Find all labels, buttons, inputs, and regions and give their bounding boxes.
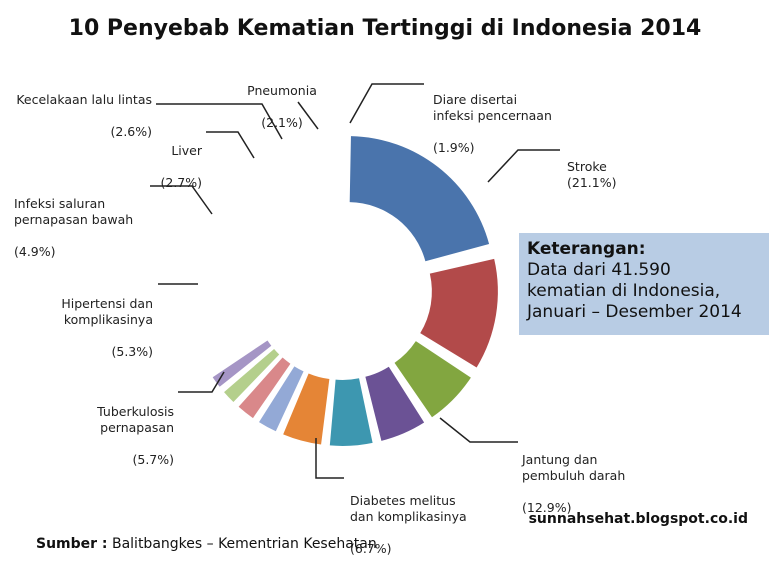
label-hipertensi-name: Hipertensi dan komplikasinya <box>61 296 153 327</box>
leader-line-liver <box>206 131 255 159</box>
label-diare-name: Diare disertai infeksi pencernaan <box>433 92 552 123</box>
label-diare-value: (1.9%) <box>433 140 475 155</box>
leader-line-pneumonia <box>297 101 319 130</box>
label-diabetes-name: Diabetes melitus dan komplikasinya <box>350 493 467 524</box>
slice-kecelakaan <box>238 357 291 419</box>
label-infeksi-name: Infeksi saluran pernapasan bawah <box>14 196 134 227</box>
label-kecelakaan: Kecelakaan lalu lintas (2.6%) <box>6 76 152 156</box>
slice-jantung <box>420 258 498 368</box>
leader-line-kecelakaan <box>156 103 283 140</box>
label-kecelakaan-value: (2.6%) <box>110 124 152 139</box>
label-pneumonia-value: (2.1%) <box>261 115 303 130</box>
info-box: Keterangan: Data dari 41.590 kematian di… <box>519 233 769 335</box>
label-stroke-name: Stroke <box>567 159 607 174</box>
leader-line-diabetes <box>315 438 344 479</box>
label-kecelakaan-name: Kecelakaan lalu lintas <box>16 92 152 107</box>
slice-pneumonia <box>224 349 280 402</box>
slice-hipertensi <box>329 378 373 446</box>
label-infeksi: Infeksi saluran pernapasan bawah (4.9%) <box>14 180 133 276</box>
label-diabetes-value: (6.7%) <box>350 541 392 556</box>
label-hipertensi: Hipertensi dan komplikasinya (5.3%) <box>36 280 153 376</box>
info-box-heading: Keterangan: <box>527 239 646 259</box>
slice-diabetes <box>394 341 471 418</box>
slice-infeksi <box>283 373 330 445</box>
label-jantung: Jantung dan pembuluh darah (12.9%) <box>522 436 625 532</box>
chart-title: 10 Penyebab Kematian Tertinggi di Indone… <box>68 16 702 41</box>
label-infeksi-value: (4.9%) <box>14 244 56 259</box>
label-tuberkulosis-value: (5.7%) <box>132 452 174 467</box>
label-stroke: Stroke (21.1%) <box>567 143 616 207</box>
leader-line-infeksi <box>150 185 213 215</box>
source-label: Sumber : <box>36 536 108 552</box>
label-jantung-name: Jantung dan pembuluh darah <box>522 452 626 483</box>
slice-liver <box>259 366 304 432</box>
label-tuberkulosis: Tuberkulosis pernapasan (5.7%) <box>54 388 174 484</box>
label-pneumonia-name: Pneumonia <box>247 83 317 98</box>
label-tuberkulosis-name: Tuberkulosis pernapasan <box>97 404 174 435</box>
label-diabetes: Diabetes melitus dan komplikasinya (6.7%… <box>350 477 467 573</box>
label-diare: Diare disertai infeksi pencernaan (1.9%) <box>433 76 552 172</box>
label-liver: Liver (2.7%) <box>120 127 202 207</box>
leader-line-stroke <box>487 149 560 183</box>
slice-tuberkulosis <box>365 366 425 441</box>
slice-diare <box>212 340 272 387</box>
slice-stroke <box>349 136 490 262</box>
label-hipertensi-value: (5.3%) <box>111 344 153 359</box>
source-text: Balitbangkes – Kementrian Kesehatan <box>107 536 377 552</box>
label-liver-name: Liver <box>171 143 202 158</box>
label-pneumonia: Pneumonia (2.1%) <box>234 67 330 147</box>
leader-line-jantung <box>439 417 518 443</box>
info-box-body: Data dari 41.590 kematian di Indonesia, … <box>527 260 742 322</box>
label-liver-value: (2.7%) <box>160 175 202 190</box>
leader-line-tuberkulosis <box>178 371 225 393</box>
leader-line-diare <box>349 83 424 124</box>
label-jantung-value: (12.9%) <box>522 500 572 515</box>
website-credit: sunnahsehat.blogspot.co.id <box>528 511 748 527</box>
label-stroke-value: (21.1%) <box>567 175 617 190</box>
source-credit: Sumber : Balitbangkes – Kementrian Keseh… <box>36 536 377 552</box>
